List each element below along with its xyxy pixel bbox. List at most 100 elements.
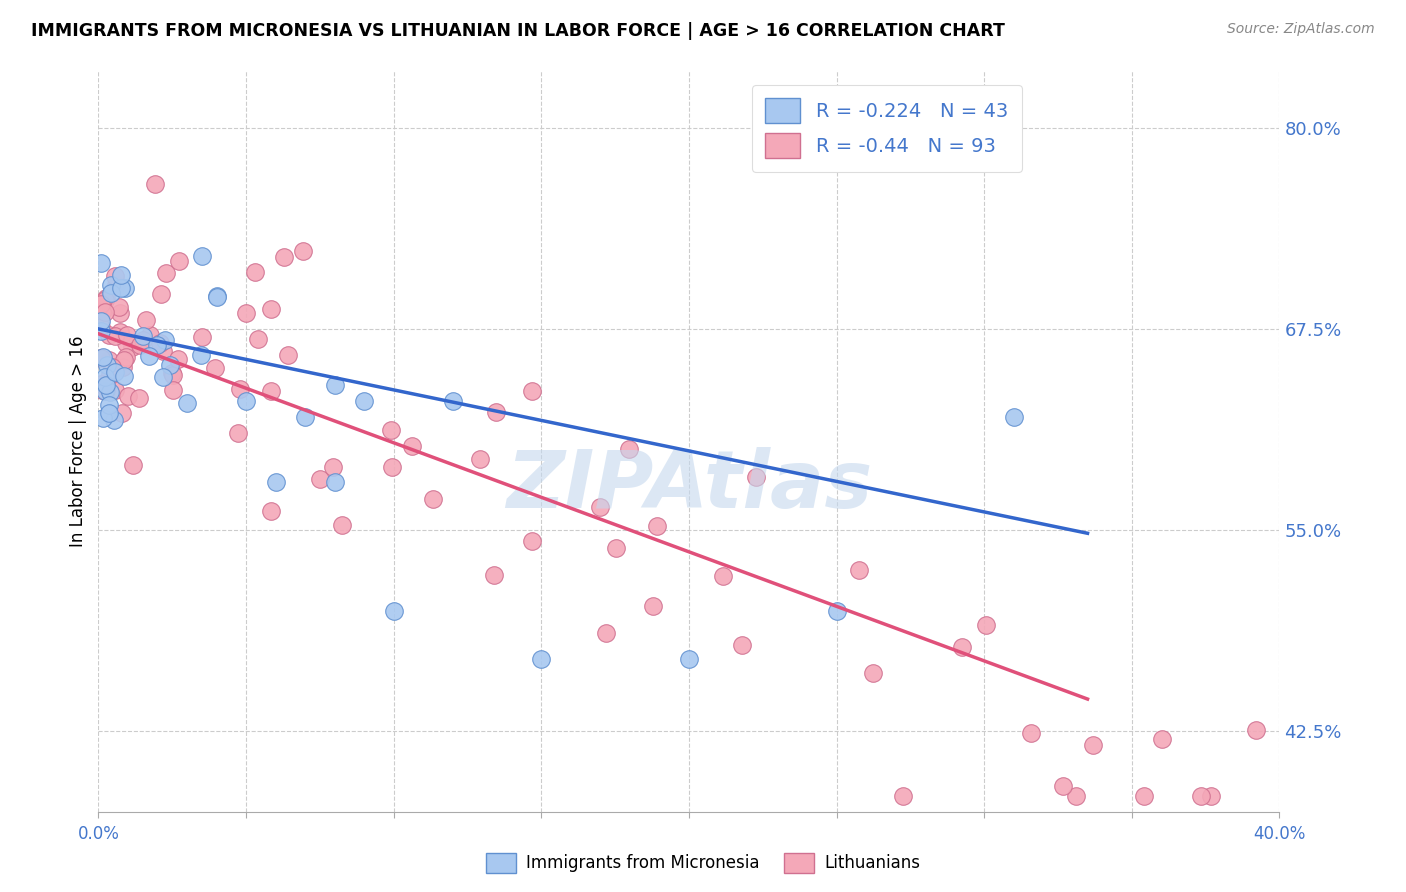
Point [277, 348, 299, 362]
Point [138, 328, 160, 343]
Point [100, 286, 122, 301]
Point [117, 389, 139, 403]
Point [94, 384, 117, 398]
Point [96, 378, 118, 392]
Point [176, 396, 198, 410]
Point [260, 384, 283, 398]
Point [643, 599, 665, 613]
Legend: R = -0.224   N = 43, R = -0.44   N = 93: R = -0.224 N = 43, R = -0.44 N = 93 [752, 85, 1022, 171]
Point [353, 394, 375, 409]
Point [97, 398, 120, 412]
Point [1052, 779, 1074, 793]
Text: 0.0%: 0.0% [77, 824, 120, 843]
Point [112, 369, 135, 384]
Point [484, 405, 506, 419]
Point [112, 360, 135, 375]
Point [128, 338, 150, 352]
Point [98, 368, 121, 382]
Point [90, 324, 112, 338]
Point [90, 314, 112, 328]
Point [1246, 723, 1268, 737]
Point [114, 280, 136, 294]
Point [94, 384, 117, 398]
Point [605, 541, 627, 556]
Point [128, 392, 150, 406]
Point [145, 338, 167, 352]
Point [711, 569, 734, 583]
Point [848, 563, 870, 577]
Point [273, 250, 295, 264]
Point [589, 500, 612, 515]
Point [595, 625, 617, 640]
Point [90, 351, 112, 365]
Point [441, 394, 464, 409]
Point [96, 358, 118, 372]
Point [115, 350, 138, 364]
Point [94, 370, 117, 384]
Point [149, 335, 172, 350]
Point [159, 358, 181, 372]
Point [121, 340, 143, 354]
Point [110, 268, 132, 283]
Point [114, 335, 136, 350]
Point [167, 352, 190, 367]
Text: 40.0%: 40.0% [1253, 824, 1306, 843]
Point [976, 618, 998, 632]
Point [167, 253, 190, 268]
Point [520, 384, 543, 399]
Point [103, 268, 125, 283]
Point [97, 328, 120, 343]
Point [260, 301, 283, 316]
Point [245, 264, 267, 278]
Point [94, 291, 117, 305]
Point [91, 410, 114, 425]
Point [105, 277, 128, 292]
Point [205, 289, 228, 303]
Point [191, 330, 214, 344]
Point [1133, 789, 1156, 803]
Point [103, 329, 125, 343]
Point [1066, 789, 1088, 803]
Point [422, 491, 444, 506]
Point [98, 352, 121, 367]
Point [143, 177, 166, 191]
Legend: Immigrants from Micronesia, Lithuanians: Immigrants from Micronesia, Lithuanians [479, 847, 927, 880]
Point [825, 603, 848, 617]
Text: Source: ZipAtlas.com: Source: ZipAtlas.com [1227, 22, 1375, 37]
Point [1152, 732, 1174, 747]
Point [190, 348, 212, 362]
Point [380, 423, 402, 437]
Point [291, 244, 314, 258]
Point [162, 368, 184, 383]
Point [1019, 725, 1042, 739]
Point [264, 475, 287, 489]
Point [260, 504, 283, 518]
Point [104, 383, 127, 397]
Point [162, 366, 184, 380]
Point [108, 306, 131, 320]
Point [1189, 789, 1212, 803]
Point [90, 304, 112, 318]
Point [247, 332, 270, 346]
Point [135, 313, 157, 327]
Point [745, 470, 768, 484]
Point [104, 365, 127, 379]
Point [482, 568, 505, 582]
Point [619, 442, 641, 457]
Point [229, 382, 252, 396]
Point [1201, 789, 1223, 803]
Point [205, 290, 228, 304]
Point [110, 281, 132, 295]
Point [1083, 738, 1105, 752]
Point [330, 518, 353, 533]
Point [401, 439, 423, 453]
Point [115, 327, 138, 342]
Point [952, 640, 974, 655]
Point [382, 603, 405, 617]
Point [90, 296, 112, 310]
Point [131, 334, 153, 348]
Point [90, 376, 112, 391]
Point [678, 652, 700, 666]
Point [162, 383, 184, 397]
Point [323, 475, 346, 489]
